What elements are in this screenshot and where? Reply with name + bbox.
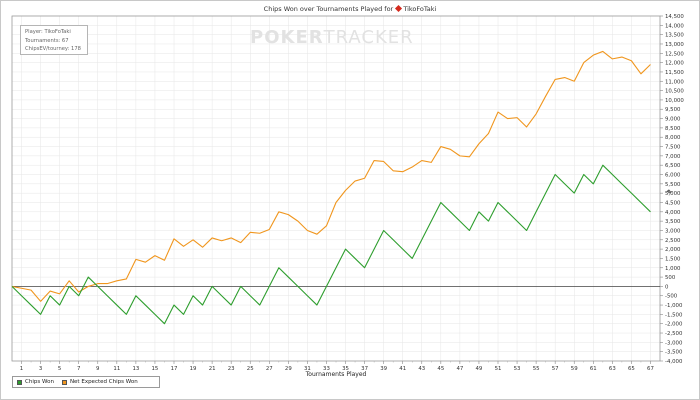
legend: Chips Won Net Expected Chips Won [12, 376, 160, 388]
y-tick-label: 3,000 [665, 228, 681, 234]
x-tick-label: 21 [209, 366, 216, 372]
y-tick-label: 1,500 [665, 256, 681, 262]
y-tick-label: -2,000 [665, 322, 683, 328]
y-tick-label: -1,500 [665, 312, 683, 318]
y-tick-label: -2,500 [665, 331, 683, 337]
y-tick-label: 9,500 [665, 107, 681, 113]
x-tick-label: 5 [58, 366, 61, 372]
y-tick-label: 6,500 [665, 163, 681, 169]
y-tick-label: 8,000 [665, 135, 681, 141]
x-tick-label: 47 [456, 366, 463, 372]
y-tick-label: 13,000 [665, 42, 684, 48]
y-tick-label: 14,500 [665, 14, 684, 20]
x-tick-label: 15 [152, 366, 159, 372]
x-tick-label: 3 [39, 366, 42, 372]
y-tick-label: 7,000 [665, 154, 681, 160]
y-tick-label: 2,000 [665, 247, 681, 253]
x-tick-label: 19 [190, 366, 197, 372]
y-tick-label: 5,000 [665, 191, 681, 197]
x-tick-label: 57 [552, 366, 559, 372]
y-tick-label: 0 [665, 284, 669, 290]
x-tick-label: 11 [113, 366, 120, 372]
x-tick-layer: 1 3 5 7 9 11 13 15 17 19 21 23 25 27 29 31 33 35 37 39 41 43 4… [20, 361, 654, 372]
x-tick-label: 63 [609, 366, 616, 372]
chart-title: Chips Won over Tournaments Played for Ti… [0, 4, 700, 13]
y-tick-label: -1,000 [665, 303, 683, 309]
chart-title-player: TikoFoTaki [403, 5, 437, 13]
y-tick-label: 8,500 [665, 126, 681, 132]
y-tick-label: 12,500 [665, 51, 684, 57]
y-tick-label: 3,500 [665, 219, 681, 225]
grid-layer [12, 15, 660, 362]
net-expected-chips-won-series-line [11, 50, 651, 302]
legend-entry-chips-won[interactable]: Chips Won [17, 379, 54, 385]
x-tick-label: 33 [323, 366, 330, 372]
legend-label-net-expected: Net Expected Chips Won [69, 379, 138, 385]
y-tick-label: -4,000 [665, 359, 683, 365]
y-tick-label: 4,500 [665, 200, 681, 206]
y-tick-label: -3,500 [665, 350, 683, 356]
x-tick-label: 9 [96, 366, 100, 372]
legend-label-chips-won: Chips Won [25, 379, 54, 385]
x-tick-label: 31 [304, 366, 311, 372]
legend-swatch-net-expected [61, 379, 67, 385]
x-tick-label: 23 [228, 366, 235, 372]
y-tick-label: 5,500 [665, 182, 681, 188]
y-tick-label: 10,000 [665, 98, 684, 104]
y-tick-label: 4,000 [665, 210, 681, 216]
chips-won-series-line [11, 164, 651, 325]
x-tick-label: 27 [266, 366, 273, 372]
legend-swatch-chips-won [17, 379, 22, 385]
chart-title-prefix: Chips Won over Tournaments Played for [263, 5, 394, 13]
x-tick-label: 61 [590, 366, 597, 372]
info-chipsev: ChipsEV/tourney: 178 [25, 46, 81, 52]
x-tick-label: 45 [437, 366, 444, 372]
x-tick-label: 25 [247, 366, 254, 372]
y-tick-label: 11,000 [665, 79, 684, 85]
x-tick-label: 37 [361, 366, 368, 372]
y-tick-label: 12,000 [665, 61, 684, 67]
y-tick-label: 6,000 [665, 173, 681, 179]
player-info-box: Player: TikoFoTaki Tournaments: 67 Chips… [20, 25, 88, 55]
x-tick-label: 7 [77, 366, 80, 372]
x-tick-label: 35 [342, 366, 349, 372]
y-axis-label: # [665, 188, 673, 195]
y-tick-label: -500 [665, 294, 678, 300]
x-tick-label: 29 [285, 366, 292, 372]
y-tick-label: 1,000 [665, 266, 681, 272]
y-tick-label: 2,500 [665, 238, 681, 244]
y-tick-label: 11,500 [665, 70, 684, 76]
x-tick-label: 39 [380, 366, 387, 372]
y-tick-label: 14,000 [665, 23, 684, 29]
x-tick-label: 65 [628, 366, 635, 372]
y-tick-label: -3,000 [665, 340, 683, 346]
info-tournaments: Tournaments: 67 [25, 37, 69, 44]
x-tick-label: 13 [132, 366, 139, 372]
plot-area [11, 15, 661, 362]
x-tick-label: 67 [647, 366, 654, 372]
x-tick-label: 1 [20, 366, 23, 372]
x-tick-label: 55 [533, 366, 540, 372]
y-tick-layer: -4,000 -3,500 -3,000 -2,500 -2,000 -1,500 -1,0… [660, 14, 684, 365]
y-tick-label: 10,500 [665, 89, 684, 95]
y-tick-label: 500 [665, 275, 676, 281]
x-tick-label: 51 [495, 366, 502, 372]
y-tick-label: 7,500 [665, 145, 681, 151]
legend-entry-net-expected[interactable]: Net Expected Chips Won [61, 379, 138, 385]
x-tick-label: 49 [476, 366, 483, 372]
x-tick-label: 59 [571, 366, 578, 372]
x-tick-label: 53 [514, 366, 521, 372]
y-tick-label: 13,500 [665, 33, 684, 39]
x-axis-label: Tournaments Played [305, 371, 367, 378]
pokertracker-watermark-logo: POKERTRACKER [250, 27, 414, 48]
x-tick-label: 43 [418, 366, 425, 372]
x-tick-label: 17 [171, 366, 178, 372]
y-tick-label: 9,000 [665, 117, 681, 123]
info-player: Player: TikoFoTaki [25, 29, 71, 35]
x-tick-label: 41 [399, 366, 406, 372]
series-layer [11, 50, 651, 325]
